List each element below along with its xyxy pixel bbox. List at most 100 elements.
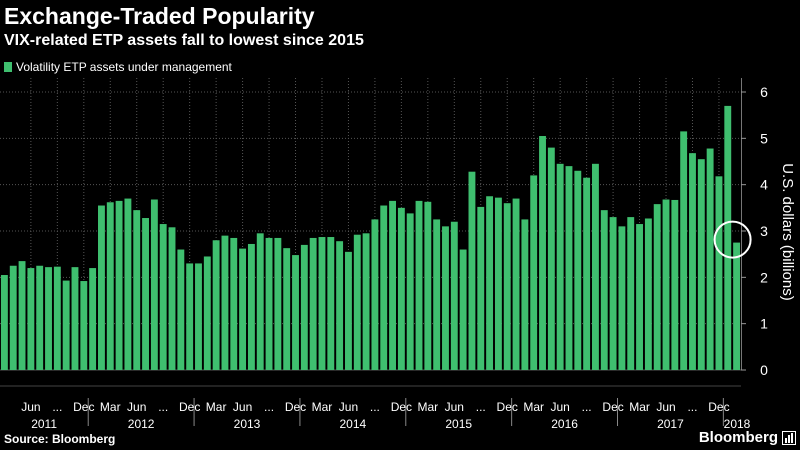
- bar: [159, 224, 167, 370]
- bar: [468, 171, 476, 370]
- legend-label: Volatility ETP assets under management: [16, 60, 232, 74]
- x-tick-label: Jun: [21, 400, 40, 414]
- bar: [521, 219, 529, 370]
- bar: [106, 202, 114, 370]
- x-tick-label: Dec: [285, 400, 306, 414]
- bar: [265, 237, 273, 370]
- bar: [530, 175, 538, 370]
- bar: [168, 227, 176, 370]
- annotations: [713, 220, 752, 259]
- x-tick-label: Jun: [550, 400, 569, 414]
- bar: [142, 218, 149, 370]
- bar: [274, 237, 282, 370]
- bar: [689, 153, 696, 370]
- bar: [547, 147, 555, 370]
- x-tick-label: Dec: [602, 400, 623, 414]
- bar: [45, 267, 52, 370]
- bar: [680, 131, 688, 370]
- bar: [433, 219, 441, 370]
- bar: [80, 281, 88, 370]
- bar: [309, 237, 317, 370]
- bar: [283, 248, 291, 370]
- x-tick-label: Dec: [179, 400, 200, 414]
- bars: [0, 105, 741, 371]
- highlight-circle: [713, 220, 752, 259]
- x-tick-label: Jun: [233, 400, 252, 414]
- bar: [724, 105, 732, 371]
- bar: [89, 268, 97, 370]
- x-tick-label: Mar: [100, 400, 121, 414]
- x-axis: Jun... Dec Mar Jun... Dec Mar Jun... Dec Mar Jun.…: [0, 385, 751, 431]
- bar: [415, 200, 423, 370]
- brand-logo-text: Bloomberg: [698, 429, 778, 446]
- x-tick-label: Mar: [523, 400, 544, 414]
- bar: [124, 198, 132, 370]
- x-tick-label: Dec: [73, 400, 94, 414]
- x-tick-label: ...: [264, 400, 274, 414]
- bar: [583, 177, 591, 370]
- x-tick-label: Mar: [312, 400, 333, 414]
- x-tick-label: Mar: [206, 400, 227, 414]
- bar: [318, 237, 326, 370]
- bar: [450, 221, 458, 370]
- bar: [62, 280, 70, 370]
- bar: [442, 226, 449, 370]
- year-label: 2015: [445, 417, 472, 431]
- bar: [353, 234, 361, 370]
- bar: [715, 176, 723, 370]
- bar: [671, 199, 679, 370]
- bar: [424, 201, 432, 370]
- bar: [697, 159, 705, 370]
- y-tick-label: 0: [760, 362, 768, 378]
- x-tick-label: Dec: [391, 400, 412, 414]
- bar: [18, 261, 26, 370]
- x-tick-label: ...: [476, 400, 486, 414]
- year-label: 2017: [657, 417, 684, 431]
- x-tick-label: Jun: [127, 400, 146, 414]
- chart-subtitle: VIX-related ETP assets fall to lowest si…: [4, 32, 364, 49]
- x-tick-label: ...: [370, 400, 380, 414]
- bar: [115, 200, 123, 370]
- source-note: Source: Bloomberg: [4, 432, 116, 446]
- y-tick-label: 6: [760, 84, 768, 100]
- bar: [600, 210, 608, 370]
- bar: [574, 170, 582, 370]
- x-tick-label: Mar: [418, 400, 439, 414]
- year-label: 2018: [724, 417, 751, 431]
- bar: [27, 268, 35, 370]
- year-label: 2012: [128, 417, 155, 431]
- bar: [336, 241, 344, 370]
- bar: [733, 242, 741, 370]
- x-tick-label: Dec: [708, 400, 729, 414]
- bloomberg-chart-icon: [782, 431, 796, 445]
- bar: [477, 206, 485, 370]
- bar: [459, 249, 467, 370]
- bar: [362, 233, 370, 370]
- bar: [539, 136, 546, 370]
- bar: [397, 207, 405, 370]
- year-label: 2016: [551, 417, 578, 431]
- x-tick-label: Jun: [445, 400, 464, 414]
- bar: [503, 203, 511, 370]
- bar: [256, 233, 264, 370]
- bar: [195, 263, 202, 370]
- x-tick-label: Dec: [497, 400, 518, 414]
- year-label: 2011: [31, 417, 57, 431]
- x-tick-label: ...: [582, 400, 592, 414]
- y-tick-label: 1: [760, 316, 768, 332]
- y-tick-label: 5: [760, 130, 768, 146]
- y-axis: 0 1 2 3 4 5 6 U.S. dollars (billions): [741, 78, 796, 378]
- legend-swatch: [4, 62, 12, 72]
- bar: [618, 226, 626, 370]
- y-tick-label: 4: [760, 177, 768, 193]
- bar: [292, 255, 299, 370]
- bar: [71, 267, 79, 370]
- bar: [247, 243, 255, 370]
- bar: [221, 235, 229, 370]
- legend: Volatility ETP assets under management: [4, 60, 232, 74]
- bar: [9, 265, 17, 370]
- bar: [345, 251, 352, 370]
- bar: [239, 248, 247, 370]
